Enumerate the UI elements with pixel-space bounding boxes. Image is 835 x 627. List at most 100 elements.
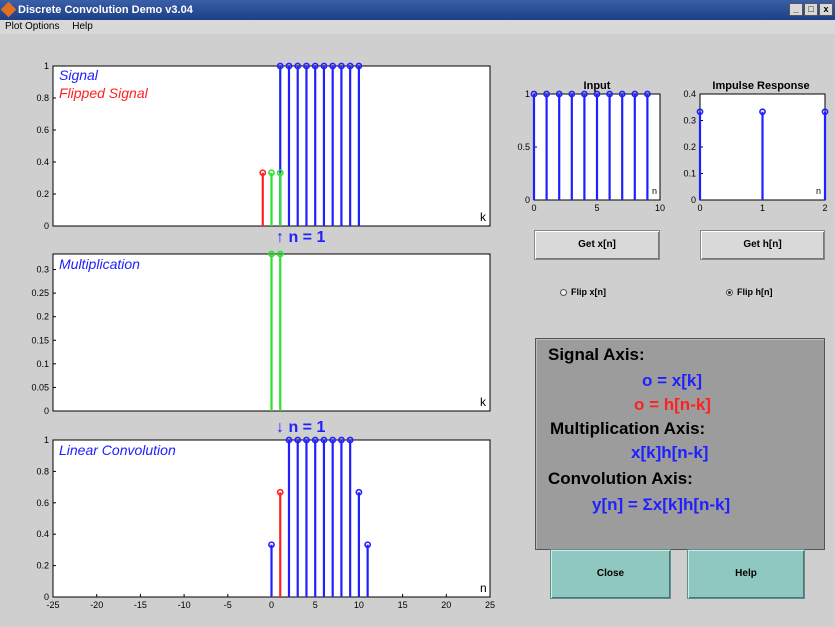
close-window-button[interactable]: x xyxy=(819,3,833,16)
multiplication-y-tick-label: 0.1 xyxy=(36,359,49,369)
menu-plot-options[interactable]: Plot Options xyxy=(5,21,60,32)
signal-marker xyxy=(329,62,337,70)
convolution-x-tick-label: -5 xyxy=(224,600,232,610)
maximize-button[interactable]: □ xyxy=(804,3,818,16)
convolution-marker xyxy=(276,488,284,496)
close-button[interactable]: Close xyxy=(550,549,671,599)
flip-x-radio[interactable]: Flip x[n] xyxy=(560,287,606,297)
n-indicator-bottom: ↓ n = 1 xyxy=(276,419,325,436)
flipped-definition: o = h[n-k] xyxy=(634,395,711,414)
convolution-x-tick-label: 5 xyxy=(313,600,318,610)
signal-marker xyxy=(285,62,293,70)
convolution-x-tick-label: 0 xyxy=(269,600,274,610)
convolution-x-tick-label: -20 xyxy=(90,600,103,610)
get-h-button[interactable]: Get h[n] xyxy=(700,230,825,260)
convolution-y-tick-label: 0.6 xyxy=(36,498,49,508)
impulse-marker xyxy=(696,108,704,116)
signal-marker xyxy=(346,62,354,70)
signal-definition: o = x[k] xyxy=(642,371,702,390)
input-marker xyxy=(530,90,538,98)
impulse-y-tick-label: 0.3 xyxy=(683,116,696,126)
convolution-marker xyxy=(355,488,363,496)
convolution-x-tick-label: 10 xyxy=(354,600,364,610)
input-marker xyxy=(644,90,651,98)
convolution-x-tick-label: 15 xyxy=(398,600,408,610)
input-marker xyxy=(593,90,601,98)
convolution-x-tick-label: 25 xyxy=(485,600,495,610)
convolution-label: Linear Convolution xyxy=(59,442,176,458)
multiplication-y-tick-label: 0.3 xyxy=(36,265,49,275)
convolution-y-tick-label: 0.8 xyxy=(36,466,49,476)
signal-marker xyxy=(355,62,363,70)
flipped-signal-label: Flipped Signal xyxy=(59,85,149,101)
convolution-x-tick-label: -15 xyxy=(134,600,147,610)
flip-h-radio[interactable]: Flip h[n] xyxy=(726,287,773,297)
input-y-tick-label: 0.5 xyxy=(517,142,530,152)
minimize-button[interactable]: _ xyxy=(789,3,803,16)
flip-h-radio-dot xyxy=(726,288,733,296)
input-title: Input xyxy=(584,80,611,92)
multiplication-marker xyxy=(276,250,284,258)
impulse-x-tick-label: 2 xyxy=(822,203,827,213)
convolution-marker xyxy=(311,436,319,444)
matlab-icon xyxy=(0,1,17,18)
signal-marker xyxy=(338,62,345,70)
convolution-marker xyxy=(329,436,337,444)
signal-marker xyxy=(294,62,302,70)
convolution-axis-heading: Convolution Axis: xyxy=(548,469,693,488)
signal-y-tick-label: 1 xyxy=(44,61,49,71)
signal-marker xyxy=(311,62,319,70)
input-x-tick-label: 0 xyxy=(531,203,536,213)
menu-help[interactable]: Help xyxy=(72,21,93,32)
multiplication-y-tick-label: 0 xyxy=(44,406,49,416)
signal-marker xyxy=(303,62,310,70)
overlap-marker xyxy=(268,169,275,177)
window-title: Discrete Convolution Demo v3.04 xyxy=(18,4,193,16)
impulse-y-tick-label: 0.4 xyxy=(683,89,696,99)
help-button[interactable]: Help xyxy=(687,549,805,599)
multiplication-y-tick-label: 0.25 xyxy=(31,288,49,298)
multiplication-y-tick-label: 0.15 xyxy=(31,335,49,345)
signal-xlabel: k xyxy=(480,210,487,224)
impulse-y-tick-label: 0.1 xyxy=(683,169,696,179)
convolution-marker xyxy=(346,436,354,444)
signal-marker xyxy=(276,62,284,70)
input-x-tick-label: 10 xyxy=(655,203,665,213)
input-marker xyxy=(581,90,588,98)
signal-y-tick-label: 0.6 xyxy=(36,125,49,135)
multiplication-axis-heading: Multiplication Axis: xyxy=(550,419,706,438)
signal-y-tick-label: 0.2 xyxy=(36,189,49,199)
convolution-marker xyxy=(294,436,302,444)
convolution-y-tick-label: 0 xyxy=(44,592,49,602)
impulse-marker xyxy=(821,108,829,116)
signal-axis-heading: Signal Axis: xyxy=(548,345,645,364)
input-marker xyxy=(543,90,550,98)
input-y-tick-label: 0 xyxy=(525,195,530,205)
flip-x-label: Flip x[n] xyxy=(571,287,606,297)
multiplication-marker xyxy=(268,250,275,258)
impulse-title: Impulse Response xyxy=(712,80,809,92)
impulse-x-tick-label: 0 xyxy=(697,203,702,213)
impulse-marker xyxy=(759,108,766,116)
convolution-y-tick-label: 0.2 xyxy=(36,561,49,571)
flip-h-label: Flip h[n] xyxy=(737,287,773,297)
get-x-button[interactable]: Get x[n] xyxy=(534,230,660,260)
flipped-marker xyxy=(259,169,267,177)
impulse-xlabel: n xyxy=(816,186,821,196)
signal-y-tick-label: 0.8 xyxy=(36,93,49,103)
signal-y-tick-label: 0.4 xyxy=(36,157,49,167)
impulse-x-tick-label: 1 xyxy=(760,203,765,213)
overlap-marker xyxy=(276,169,284,177)
input-x-tick-label: 5 xyxy=(594,203,599,213)
convolution-marker xyxy=(303,436,310,444)
convolution-marker xyxy=(338,436,345,444)
multiplication-y-tick-label: 0.05 xyxy=(31,382,49,392)
convolution-x-tick-label: -10 xyxy=(178,600,191,610)
multiplication-y-tick-label: 0.2 xyxy=(36,312,49,322)
signal-label: Signal xyxy=(59,67,99,83)
plot-canvas: 0 0.2 0.4 0.6 0.8 1 Signal Flipped Signal k ↑ n =… xyxy=(31,61,829,610)
input-xlabel: n xyxy=(652,186,657,196)
legend-panel: Signal Axis: o = x[k] o = h[n-k] Multipl… xyxy=(535,338,825,550)
signal-y-tick-label: 0 xyxy=(44,221,49,231)
